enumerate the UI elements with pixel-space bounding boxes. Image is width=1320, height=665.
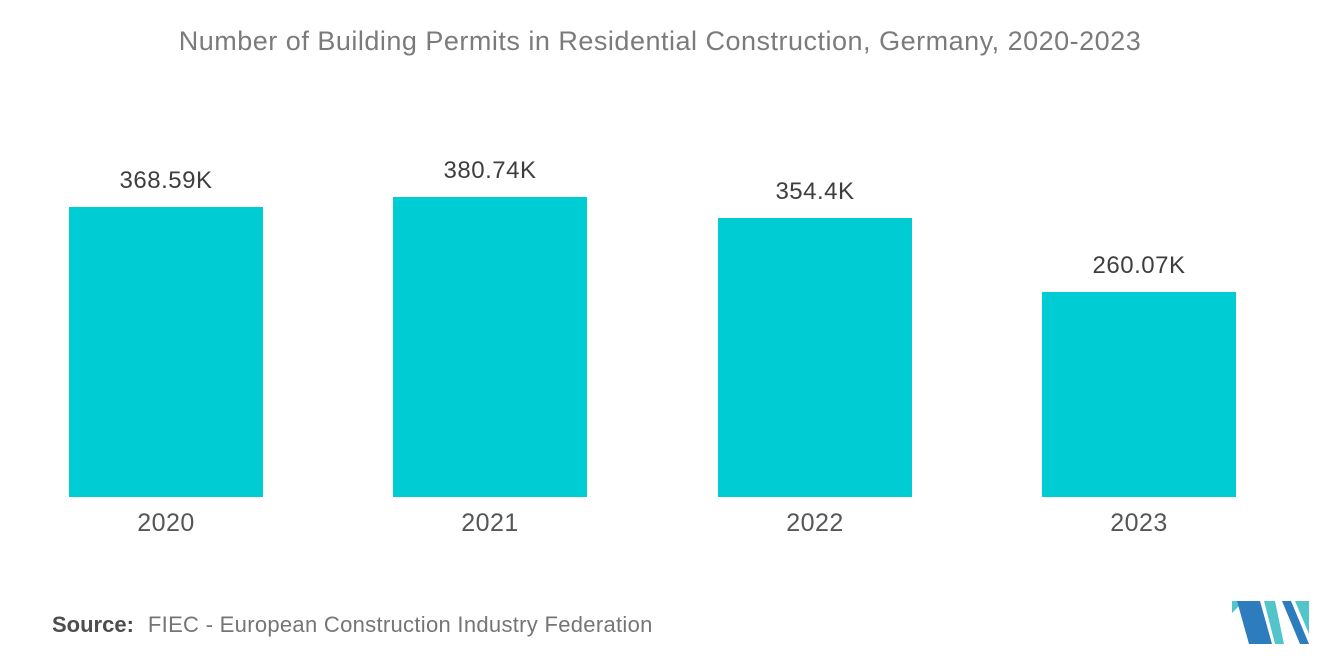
logo-blue-band-left: [1237, 601, 1272, 644]
source-label: Source:: [52, 612, 134, 637]
logo-teal-band-middle: [1264, 601, 1284, 644]
bar-2021: [393, 197, 587, 497]
bar-2020: [69, 207, 263, 497]
axis-label-2023: 2023: [1110, 509, 1168, 537]
value-label-2020: 368.59K: [119, 167, 213, 194]
value-label-2021: 380.74K: [443, 157, 537, 184]
value-label-2023: 260.07K: [1092, 252, 1186, 279]
axis-label-2022: 2022: [786, 509, 844, 537]
bar-2022: [718, 218, 912, 497]
bar-2023: [1042, 292, 1236, 497]
source-attribution: Source: FIEC - European Construction Ind…: [52, 612, 653, 638]
bar-chart-plot-area: 368.59K 2020 380.74K 2021 354.4K 2022 26…: [69, 0, 1236, 542]
axis-label-2021: 2021: [461, 509, 519, 537]
axis-label-2020: 2020: [137, 509, 195, 537]
bar-group-2021: 380.74K 2021: [393, 0, 587, 542]
mordor-intelligence-logo: [1232, 601, 1309, 644]
bar-group-2022: 354.4K 2022: [718, 0, 912, 542]
bar-group-2023: 260.07K 2023: [1042, 0, 1236, 542]
value-label-2022: 354.4K: [775, 178, 855, 205]
logo-blue-band-right: [1282, 601, 1309, 644]
bar-group-2020: 368.59K 2020: [69, 0, 263, 542]
chart-title: Number of Building Permits in Residentia…: [178, 26, 1142, 56]
source-text: FIEC - European Construction Industry Fe…: [147, 612, 653, 637]
logo-teal-triangle-right: [1295, 601, 1309, 634]
